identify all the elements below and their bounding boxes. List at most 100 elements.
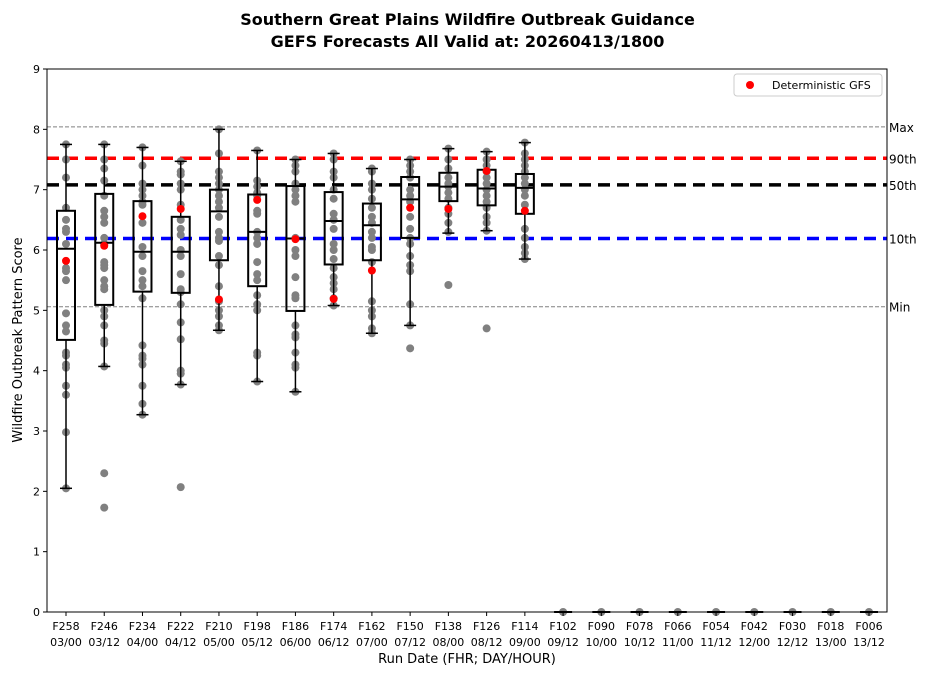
chart-subtitle: GEFS Forecasts All Valid at: 20260413/18… [270,32,665,51]
deterministic-gfs-point [291,235,300,244]
x-tick-label-date: 04/12 [165,636,197,649]
member-point [138,267,147,276]
deterministic-gfs-point [214,295,223,304]
y-tick-label: 8 [33,123,40,136]
x-tick-label-date: 04/00 [127,636,159,649]
deterministic-gfs-point [520,206,529,215]
member-point [214,227,223,236]
member-point [138,276,147,285]
member-point [100,285,109,294]
x-tick-label-fhr: F126 [473,620,500,633]
member-point [176,252,185,261]
deterministic-gfs-point [482,166,491,175]
box [208,188,229,262]
x-tick-label-fhr: F246 [91,620,118,633]
plot-frame [46,68,888,613]
deterministic-gfs-point [62,256,70,265]
box [400,175,421,239]
y-tick-label: 1 [33,546,40,559]
member-point [482,179,491,188]
y-tick-label: 7 [33,184,40,197]
deterministic-gfs-point [138,212,147,221]
deterministic-gfs-point [100,241,109,250]
x-tick-label-date: 03/00 [50,636,82,649]
member-point [100,503,109,512]
member-point [100,212,109,221]
x-tick-label-date: 05/12 [241,636,273,649]
member-point [176,224,185,233]
member-point [406,191,415,200]
x-tick-label-fhr: F078 [626,620,653,633]
x-tick-label-fhr: F234 [129,620,156,633]
x-tick-label-fhr: F162 [358,620,385,633]
member-point [138,282,147,291]
deterministic-gfs-point [367,266,376,275]
member-point [253,239,262,248]
member-point [367,246,376,254]
member-point [406,224,415,233]
member-point [291,197,300,206]
x-tick-label-date: 09/12 [547,636,579,649]
member-point [214,212,223,221]
member-point [329,224,338,233]
x-tick-label-fhr: F222 [167,620,194,633]
y-tick-label: 0 [33,606,40,619]
member-point [138,252,147,261]
x-tick-label-date: 11/12 [700,636,732,649]
member-point [253,258,262,267]
member-point [291,246,300,254]
x-tick-label-fhr: F174 [320,620,347,633]
x-tick-label-fhr: F258 [52,620,79,633]
member-point [291,252,300,261]
y-tick-label: 2 [33,485,40,498]
member-point [291,273,300,282]
member-point [444,280,453,289]
x-tick-label-date: 06/12 [318,636,350,649]
member-point [520,173,529,182]
member-point [482,324,491,333]
member-point [367,233,376,242]
member-point [406,344,415,353]
box [170,215,191,294]
member-point [176,270,185,279]
legend: Deterministic GFS [733,73,883,97]
box [132,200,153,293]
member-point [291,191,300,200]
x-tick-label-fhr: F054 [702,620,729,633]
x-tick-label-fhr: F210 [205,620,232,633]
x-tick-label-date: 12/12 [777,636,809,649]
member-point [100,469,109,478]
member-point [253,270,262,279]
member-point [62,215,70,224]
member-point [329,209,338,218]
x-tick-label-fhr: F066 [664,620,691,633]
member-point [329,194,338,203]
x-tick-label-date: 07/12 [394,636,426,649]
box [247,193,268,288]
member-point [214,191,223,200]
member-point [100,233,109,242]
reference-line-label: Max [889,121,914,135]
y-axis-label: Wildfire Outbreak Pattern Score [11,237,26,442]
member-point [291,294,300,303]
x-tick-label-fhr: F150 [396,620,423,633]
legend-label: Deterministic GFS [772,79,871,92]
member-point [406,212,415,221]
x-tick-label-date: 08/12 [471,636,503,649]
y-tick-label: 9 [33,63,40,76]
reference-line-label: 90th [889,152,917,166]
x-tick-label-date: 12/00 [738,636,770,649]
member-point [444,188,453,197]
x-tick-label-fhr: F102 [549,620,576,633]
member-point [214,252,223,261]
member-point [138,200,147,209]
member-point [214,236,223,245]
x-tick-label-fhr: F138 [435,620,462,633]
deterministic-gfs-point [406,203,415,212]
member-point [214,203,223,212]
x-tick-label-fhr: F198 [244,620,271,633]
member-point [100,276,109,285]
box [361,202,382,262]
deterministic-gfs-point [176,204,185,213]
